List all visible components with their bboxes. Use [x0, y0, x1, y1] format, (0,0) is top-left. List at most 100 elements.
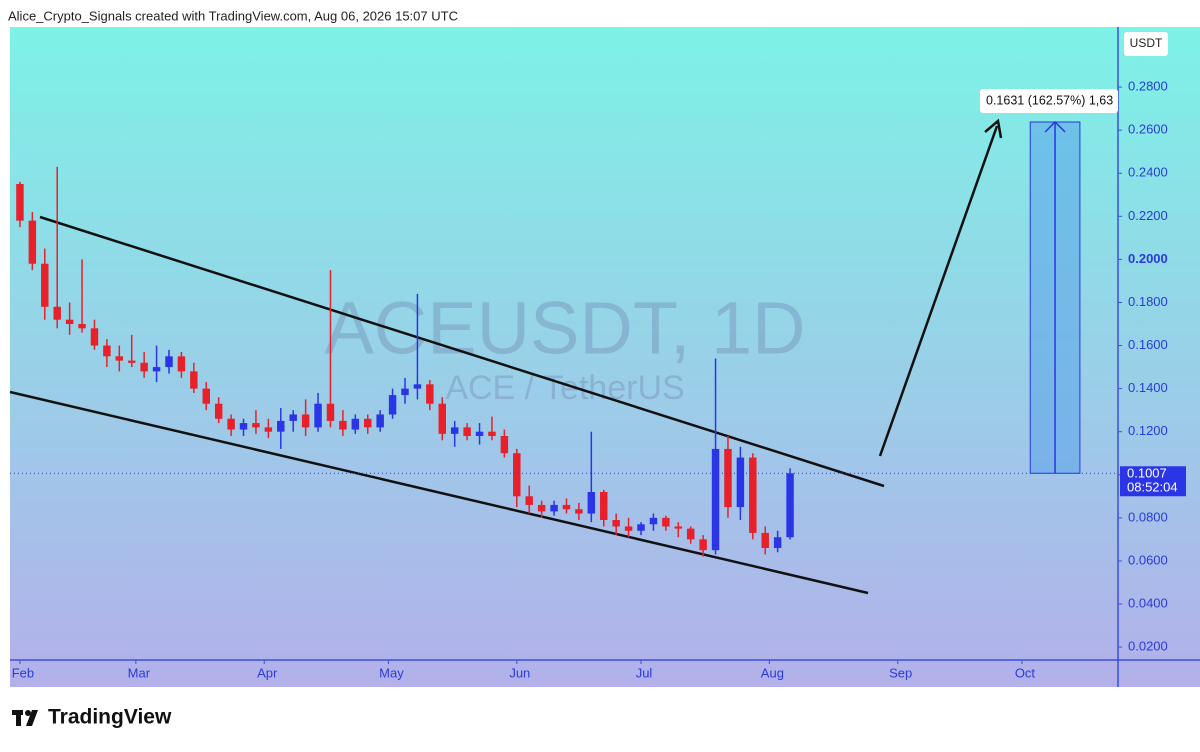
candle-body — [53, 306, 61, 320]
y-tick-label: 0.1800 — [1128, 294, 1168, 309]
x-tick-label: Jun — [509, 665, 530, 680]
candle-body — [773, 537, 782, 549]
candle-body — [612, 520, 620, 527]
watermark-symbol: ACEUSDT, 1D — [324, 287, 805, 370]
candle-body — [289, 414, 297, 421]
y-tick-label: 0.0400 — [1128, 595, 1168, 610]
candle-body — [736, 457, 745, 508]
candle-body — [90, 328, 99, 346]
y-tick-label: 0.2000 — [1128, 251, 1168, 266]
candle-body — [214, 403, 223, 419]
x-tick-label: Jul — [636, 665, 653, 680]
y-tick-label: 0.0600 — [1128, 552, 1168, 567]
logo-part — [16, 710, 21, 726]
y-tick-label: 0.1200 — [1128, 423, 1168, 438]
watermark-name: ACE / TetherUS — [445, 369, 684, 407]
candle-body — [649, 517, 658, 525]
candle-body — [475, 431, 484, 437]
candle-body — [401, 388, 409, 396]
candle-body — [301, 414, 310, 428]
candle-body — [761, 532, 769, 549]
candle-body — [41, 263, 49, 307]
candle-body — [277, 420, 285, 432]
candle-body — [525, 496, 533, 505]
candle-body — [165, 356, 173, 368]
last-price-box — [1120, 466, 1186, 497]
y-tick-label: 0.0200 — [1128, 639, 1168, 654]
x-tick-label: Feb — [12, 665, 34, 680]
logo-part — [26, 710, 38, 726]
candle-body — [388, 395, 397, 415]
candle-body — [662, 517, 670, 527]
x-tick-label: Aug — [761, 665, 784, 680]
x-tick-label: Oct — [1015, 665, 1036, 680]
header: Alice_Crypto_Signals created with Tradin… — [8, 8, 458, 23]
candle-body — [463, 427, 471, 437]
candle-body — [600, 492, 608, 521]
upper-trendline — [39, 215, 885, 488]
candle-body — [413, 384, 422, 389]
candle-body — [152, 367, 161, 372]
candle-body — [252, 423, 260, 428]
measure-label-box — [980, 88, 1118, 113]
candle-body — [711, 448, 720, 551]
candle-body — [16, 184, 24, 221]
candle-body — [264, 427, 273, 432]
drawings — [9, 118, 1003, 595]
candle-body — [686, 528, 695, 540]
candle-body — [426, 384, 434, 404]
countdown-label: 08:52:04 — [1127, 480, 1178, 495]
candle-body — [339, 420, 347, 430]
candle-body — [438, 403, 446, 434]
candle-body — [202, 388, 210, 404]
x-tick-label: May — [379, 665, 404, 680]
candle-body — [749, 457, 757, 533]
y-tick-label: 0.2600 — [1128, 122, 1168, 137]
candle-body — [637, 524, 645, 531]
candle-body — [786, 473, 794, 538]
candle-body — [314, 403, 322, 428]
candle-body — [500, 436, 509, 454]
y-tick-label: 0.1600 — [1128, 337, 1168, 352]
y-tick-label: 0.2200 — [1128, 208, 1168, 223]
candle-body — [177, 356, 186, 372]
candle-body — [376, 414, 384, 428]
candle-body — [537, 504, 546, 512]
candle-body — [587, 492, 596, 514]
candle-body — [488, 431, 496, 437]
x-tick-label: Sep — [889, 665, 912, 680]
candle-body — [28, 220, 37, 264]
candle-body — [115, 356, 124, 361]
projection-arrow — [878, 125, 999, 457]
x-tick-label: Apr — [257, 665, 278, 680]
lower-trendline — [9, 390, 869, 595]
candle-body — [513, 453, 521, 497]
candle-body — [140, 362, 148, 372]
logo-part — [25, 710, 31, 716]
footer-logo-icon — [12, 710, 38, 726]
unit-label: USDT — [1130, 36, 1163, 50]
candle-body — [575, 509, 583, 514]
candle-body — [699, 539, 707, 551]
candle-body — [190, 371, 198, 389]
candle-body — [78, 324, 86, 329]
x-tick-label: Mar — [128, 665, 151, 680]
candle-body — [450, 427, 459, 434]
candle-body — [103, 345, 111, 357]
candle-body — [550, 504, 558, 512]
candle-body — [624, 526, 633, 531]
y-tick-label: 0.2400 — [1128, 165, 1168, 180]
candle-body — [562, 504, 571, 510]
candle-body — [239, 423, 248, 430]
arrow-head — [984, 118, 1003, 139]
y-tick-label: 0.1400 — [1128, 380, 1168, 395]
candle-body — [65, 319, 74, 325]
candle-body — [724, 448, 732, 508]
footer-brand: TradingView — [48, 706, 172, 729]
candle-body — [326, 403, 335, 421]
last-price-label: 0.1007 — [1127, 466, 1167, 481]
candle-body — [227, 418, 235, 430]
candle-body — [364, 418, 372, 428]
y-tick-label: 0.0800 — [1128, 509, 1168, 524]
